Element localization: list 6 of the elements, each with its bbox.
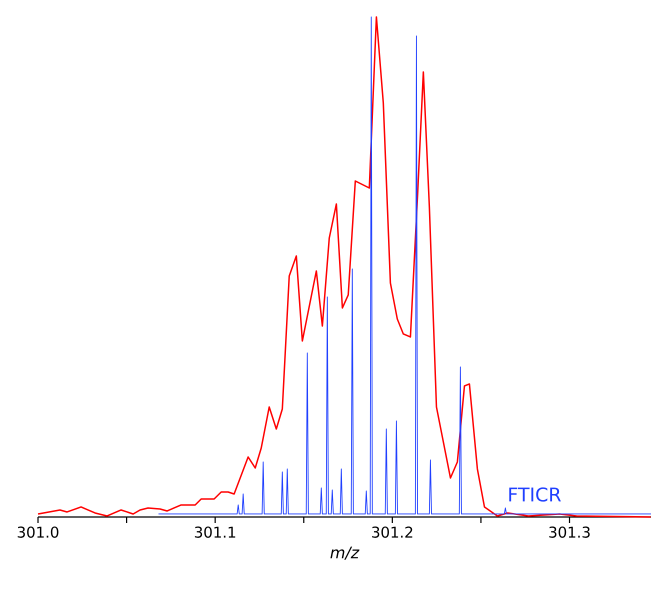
x-tick-label: 301.3 [549,526,590,538]
series-label: FTICR [509,487,561,502]
x-tick-label: 301.2 [372,526,412,538]
x-tick-label: 301.0 [18,526,58,538]
x-axis-title: m/z [330,546,360,560]
x-tick-label: 301.1 [194,526,236,538]
